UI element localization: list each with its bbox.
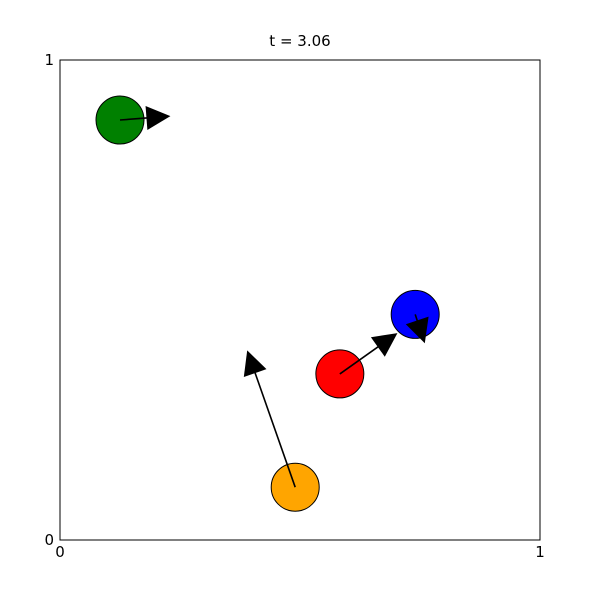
x-tick-label-left: 0 [55,543,65,561]
velocity-arrow-head-3 [243,350,267,378]
velocity-arrow-shaft-0 [119,117,149,121]
velocity-arrow-shaft-2 [339,345,380,375]
velocity-arrow-shaft-3 [253,370,296,488]
plot-area [95,95,440,512]
velocity-arrow-3 [243,350,296,488]
velocity-arrow-1 [405,314,429,344]
y-tick-label-top: 1 [44,51,54,69]
chart-title: t = 3.06 [269,32,330,50]
velocity-arrow-head-1 [405,316,429,344]
velocity-arrow-2 [339,333,398,375]
velocity-arrow-0 [119,106,171,130]
y-tick-label-bottom: 0 [44,531,54,549]
velocity-arrow-head-2 [370,333,398,357]
velocity-arrow-head-0 [145,106,171,130]
axes-frame [59,59,541,541]
x-tick-label-right: 1 [535,543,545,561]
